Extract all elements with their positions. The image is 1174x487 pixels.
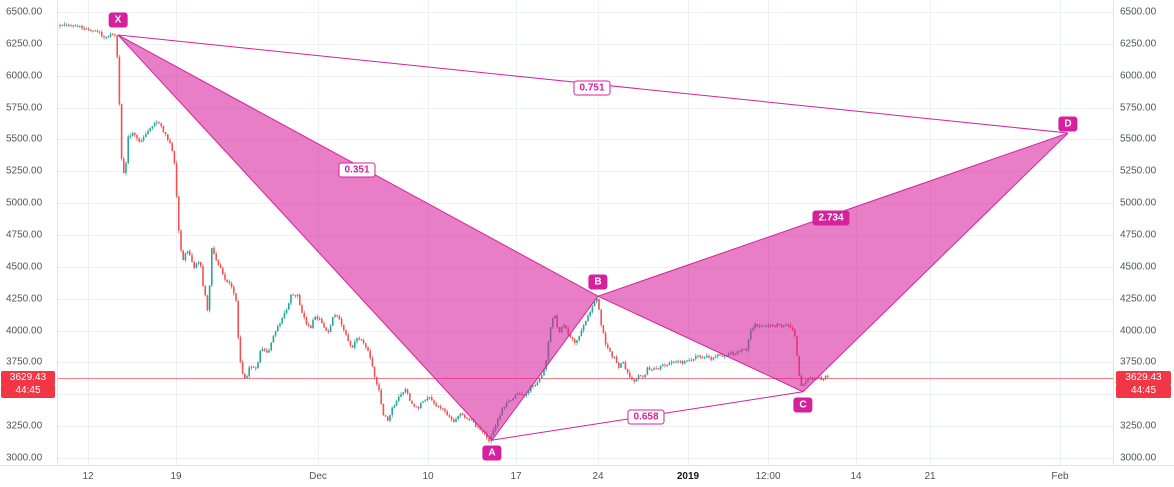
price-tick-label: 3250.00	[6, 420, 43, 432]
price-tick-label: 4000.00	[1120, 325, 1157, 337]
price-tick-label: 5000.00	[1120, 197, 1157, 209]
time-tick-label: 10	[422, 471, 434, 482]
price-tick-label: 4250.00	[1120, 293, 1157, 305]
price-tick-label: 4500.00	[6, 261, 43, 273]
price-tick-label: 5000.00	[6, 197, 43, 209]
pattern-ratio-label[interactable]: 2.734	[812, 210, 850, 226]
price-tick-label: 6000.00	[1120, 70, 1157, 82]
pattern-ratio-label[interactable]: 0.751	[573, 80, 611, 96]
left-price-axis[interactable]: 6500.00 6250.00 6000.00 5750.00 5500.00 5250.…	[0, 0, 58, 465]
countdown-badge-left: 44:45	[1, 384, 55, 399]
price-tick-label: 6500.00	[6, 6, 43, 18]
price-tick-label: 3000.00	[1120, 452, 1157, 464]
price-tick-label: 6250.00	[6, 38, 43, 50]
time-tick-label: 12:00	[755, 471, 781, 482]
time-tick-label: 24	[592, 471, 604, 482]
price-tick-label: 5500.00	[1120, 133, 1157, 145]
price-tick-label: 6000.00	[6, 70, 43, 82]
pattern-ratio-label[interactable]: 0.351	[338, 162, 376, 178]
pattern-point-label-b[interactable]: B	[588, 274, 608, 290]
time-tick-label: 19	[170, 471, 182, 482]
time-tick-label: 2019	[676, 471, 700, 482]
price-tick-label: 3750.00	[1120, 356, 1157, 368]
price-tick-label: 3750.00	[6, 356, 43, 368]
price-tick-label: 4500.00	[1120, 261, 1157, 273]
time-tick-label: 17	[510, 471, 522, 482]
price-tick-label: 3250.00	[1120, 420, 1157, 432]
pattern-triangle-xab[interactable]	[117, 34, 599, 441]
price-tick-label: 5750.00	[1120, 102, 1157, 114]
time-tick-label: Feb	[1051, 471, 1069, 482]
pattern-triangle-bcd[interactable]	[596, 132, 1069, 393]
pattern-ratio-label[interactable]: 0.658	[627, 409, 665, 425]
pattern-point-label-c[interactable]: C	[793, 397, 813, 413]
time-tick-label: Dec	[309, 471, 327, 482]
current-price-badge-left: 3629.43	[1, 370, 55, 385]
time-tick-label: 21	[924, 471, 936, 482]
price-tick-label: 5250.00	[6, 165, 43, 177]
price-tick-label: 4750.00	[1120, 229, 1157, 241]
pattern-point-label-a[interactable]: A	[482, 445, 502, 461]
pattern-point-label-d[interactable]: D	[1058, 116, 1078, 132]
price-tick-label: 4000.00	[6, 325, 43, 337]
price-tick-label: 3000.00	[6, 452, 43, 464]
time-axis[interactable]: 12 19 Dec 10 17 24 2019 12:00 14 21 Feb	[0, 465, 1174, 487]
price-tick-label: 5750.00	[6, 102, 43, 114]
current-price-badge-right: 3629.43	[1116, 370, 1171, 385]
time-tick-label: 12	[82, 471, 94, 482]
pattern-point-label-x[interactable]: X	[108, 12, 128, 28]
price-tick-label: 6500.00	[1120, 6, 1157, 18]
price-tick-label: 5500.00	[6, 133, 43, 145]
countdown-badge-right: 44:45	[1116, 384, 1171, 399]
price-tick-label: 5250.00	[1120, 165, 1157, 177]
price-tick-label: 4750.00	[6, 229, 43, 241]
price-tick-label: 6250.00	[1120, 38, 1157, 50]
time-tick-label: 14	[850, 471, 862, 482]
price-tick-label: 4250.00	[6, 293, 43, 305]
